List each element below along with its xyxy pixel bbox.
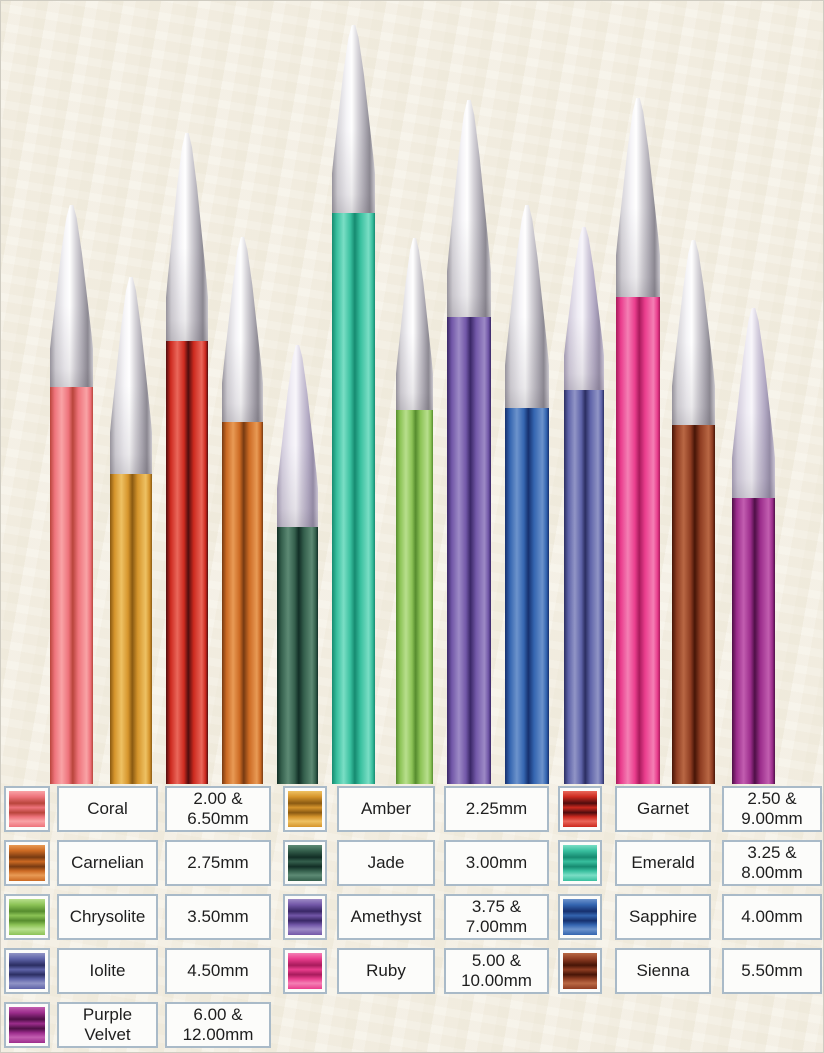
color-name-cell-carnelian: Carnelian (57, 840, 158, 886)
size-cell-emerald: 3.25 & 8.00mm (722, 840, 822, 886)
size-text: 5.00 & 10.00mm (461, 950, 532, 990)
color-swatch-purple-velvet (9, 1007, 45, 1043)
needle-body-purple-velvet (732, 498, 775, 784)
size-cell-iolite: 4.50mm (165, 948, 271, 994)
color-name-cell-amethyst: Amethyst (337, 894, 435, 940)
swatch-cell-garnet (558, 786, 602, 832)
color-name-cell-ruby: Ruby (337, 948, 435, 994)
swatch-cell-purple-velvet (4, 1002, 50, 1048)
needle-purple-velvet (732, 308, 775, 784)
needle-body-garnet (166, 341, 208, 784)
swatch-cell-emerald (558, 840, 602, 886)
needle-body-chrysolite (396, 410, 433, 784)
color-swatch-coral (9, 791, 45, 827)
swatch-cell-chrysolite (4, 894, 50, 940)
size-text: 6.00 & 12.00mm (182, 1004, 254, 1044)
size-cell-purple-velvet: 6.00 & 12.00mm (165, 1002, 271, 1048)
color-swatch-sienna (563, 953, 597, 989)
needle-body-emerald (332, 213, 375, 784)
needle-body-sienna (672, 425, 715, 784)
needle-body-amber (110, 474, 152, 784)
needle-sienna (672, 240, 715, 784)
size-cell-amber: 2.25mm (444, 786, 549, 832)
color-swatch-amethyst (288, 899, 322, 935)
size-text: 3.75 & 7.00mm (465, 896, 528, 936)
color-name-cell-purple-velvet: Purple Velvet (57, 1002, 158, 1048)
swatch-cell-amethyst (283, 894, 327, 940)
size-text: 2.50 & 9.00mm (741, 788, 803, 828)
needle-amethyst (447, 100, 491, 784)
size-cell-amethyst: 3.75 & 7.00mm (444, 894, 549, 940)
color-name-cell-sapphire: Sapphire (615, 894, 711, 940)
size-cell-sienna: 5.50mm (722, 948, 822, 994)
color-name-cell-iolite: Iolite (57, 948, 158, 994)
needle-body-iolite (564, 390, 604, 784)
size-cell-garnet: 2.50 & 9.00mm (722, 786, 822, 832)
swatch-cell-sienna (558, 948, 602, 994)
needle-iolite (564, 227, 604, 784)
needle-chrysolite (396, 238, 433, 784)
needle-amber (110, 277, 152, 784)
needle-carnelian (222, 237, 263, 784)
size-text: 2.00 & 6.50mm (187, 788, 249, 828)
swatch-cell-iolite (4, 948, 50, 994)
color-name-cell-garnet: Garnet (615, 786, 711, 832)
color-swatch-garnet (563, 791, 597, 827)
swatch-cell-ruby (283, 948, 327, 994)
needle-body-ruby (616, 297, 660, 784)
color-swatch-amber (288, 791, 322, 827)
color-swatch-chrysolite (9, 899, 45, 935)
color-swatch-carnelian (9, 845, 45, 881)
swatch-cell-carnelian (4, 840, 50, 886)
size-cell-sapphire: 4.00mm (722, 894, 822, 940)
needle-body-carnelian (222, 422, 263, 784)
needle-coral (50, 205, 93, 784)
color-name-cell-sienna: Sienna (615, 948, 711, 994)
size-cell-jade: 3.00mm (444, 840, 549, 886)
needle-body-coral (50, 387, 93, 784)
needle-emerald (332, 25, 375, 784)
color-name-cell-amber: Amber (337, 786, 435, 832)
needle-jade (277, 345, 318, 784)
needle-body-jade (277, 527, 318, 784)
color-swatch-sapphire (563, 899, 597, 935)
needle-body-sapphire (505, 408, 549, 784)
size-cell-chrysolite: 3.50mm (165, 894, 271, 940)
color-name-cell-chrysolite: Chrysolite (57, 894, 158, 940)
swatch-cell-amber (283, 786, 327, 832)
needle-garnet (166, 133, 208, 784)
needle-ruby (616, 98, 660, 784)
size-cell-coral: 2.00 & 6.50mm (165, 786, 271, 832)
size-text: 3.25 & 8.00mm (741, 842, 803, 882)
swatch-cell-coral (4, 786, 50, 832)
color-swatch-ruby (288, 953, 322, 989)
color-name-cell-emerald: Emerald (615, 840, 711, 886)
color-swatch-jade (288, 845, 322, 881)
size-cell-ruby: 5.00 & 10.00mm (444, 948, 549, 994)
color-name-cell-coral: Coral (57, 786, 158, 832)
swatch-cell-jade (283, 840, 327, 886)
needle-sapphire (505, 205, 549, 784)
color-name-cell-jade: Jade (337, 840, 435, 886)
color-swatch-emerald (563, 845, 597, 881)
size-cell-carnelian: 2.75mm (165, 840, 271, 886)
swatch-cell-sapphire (558, 894, 602, 940)
color-swatch-iolite (9, 953, 45, 989)
needle-body-amethyst (447, 317, 491, 784)
